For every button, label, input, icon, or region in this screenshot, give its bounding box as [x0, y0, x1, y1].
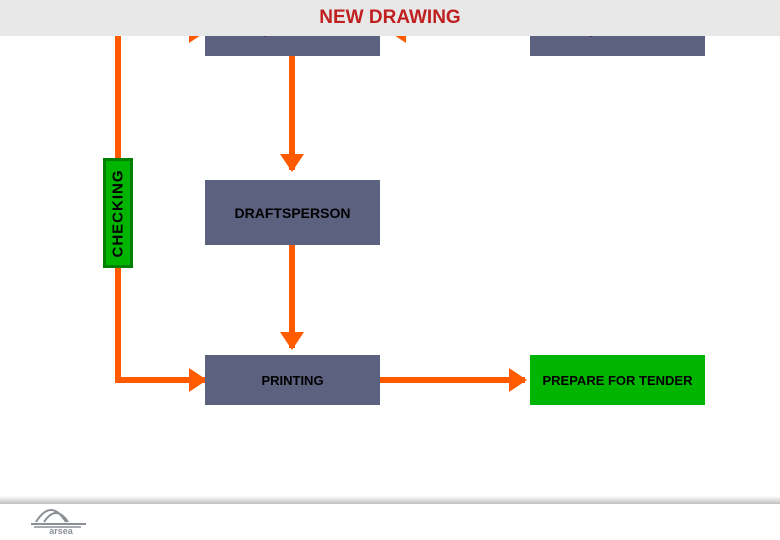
node-label: DRAFTSPERSON [235, 205, 351, 221]
checking-label: CHECKING [110, 169, 127, 257]
node-label: PREPARE FOR TENDER [543, 373, 693, 388]
footer-title: NEW DRAWING [319, 7, 460, 29]
node-draftsperson: DRAFTSPERSON [205, 180, 380, 245]
footer-gradient [0, 496, 780, 504]
checking-sidebar: CHECKING [103, 158, 133, 268]
flow-arrows [0, 0, 780, 540]
node-prepare-for-tender: PREPARE FOR TENDER [530, 355, 705, 405]
logo-text: arsea [49, 526, 74, 536]
node-label: PRINTING [261, 373, 323, 388]
footer-bar: NEW DRAWING [0, 0, 780, 36]
node-printing: PRINTING [205, 355, 380, 405]
logo-icon: arsea [26, 496, 96, 536]
